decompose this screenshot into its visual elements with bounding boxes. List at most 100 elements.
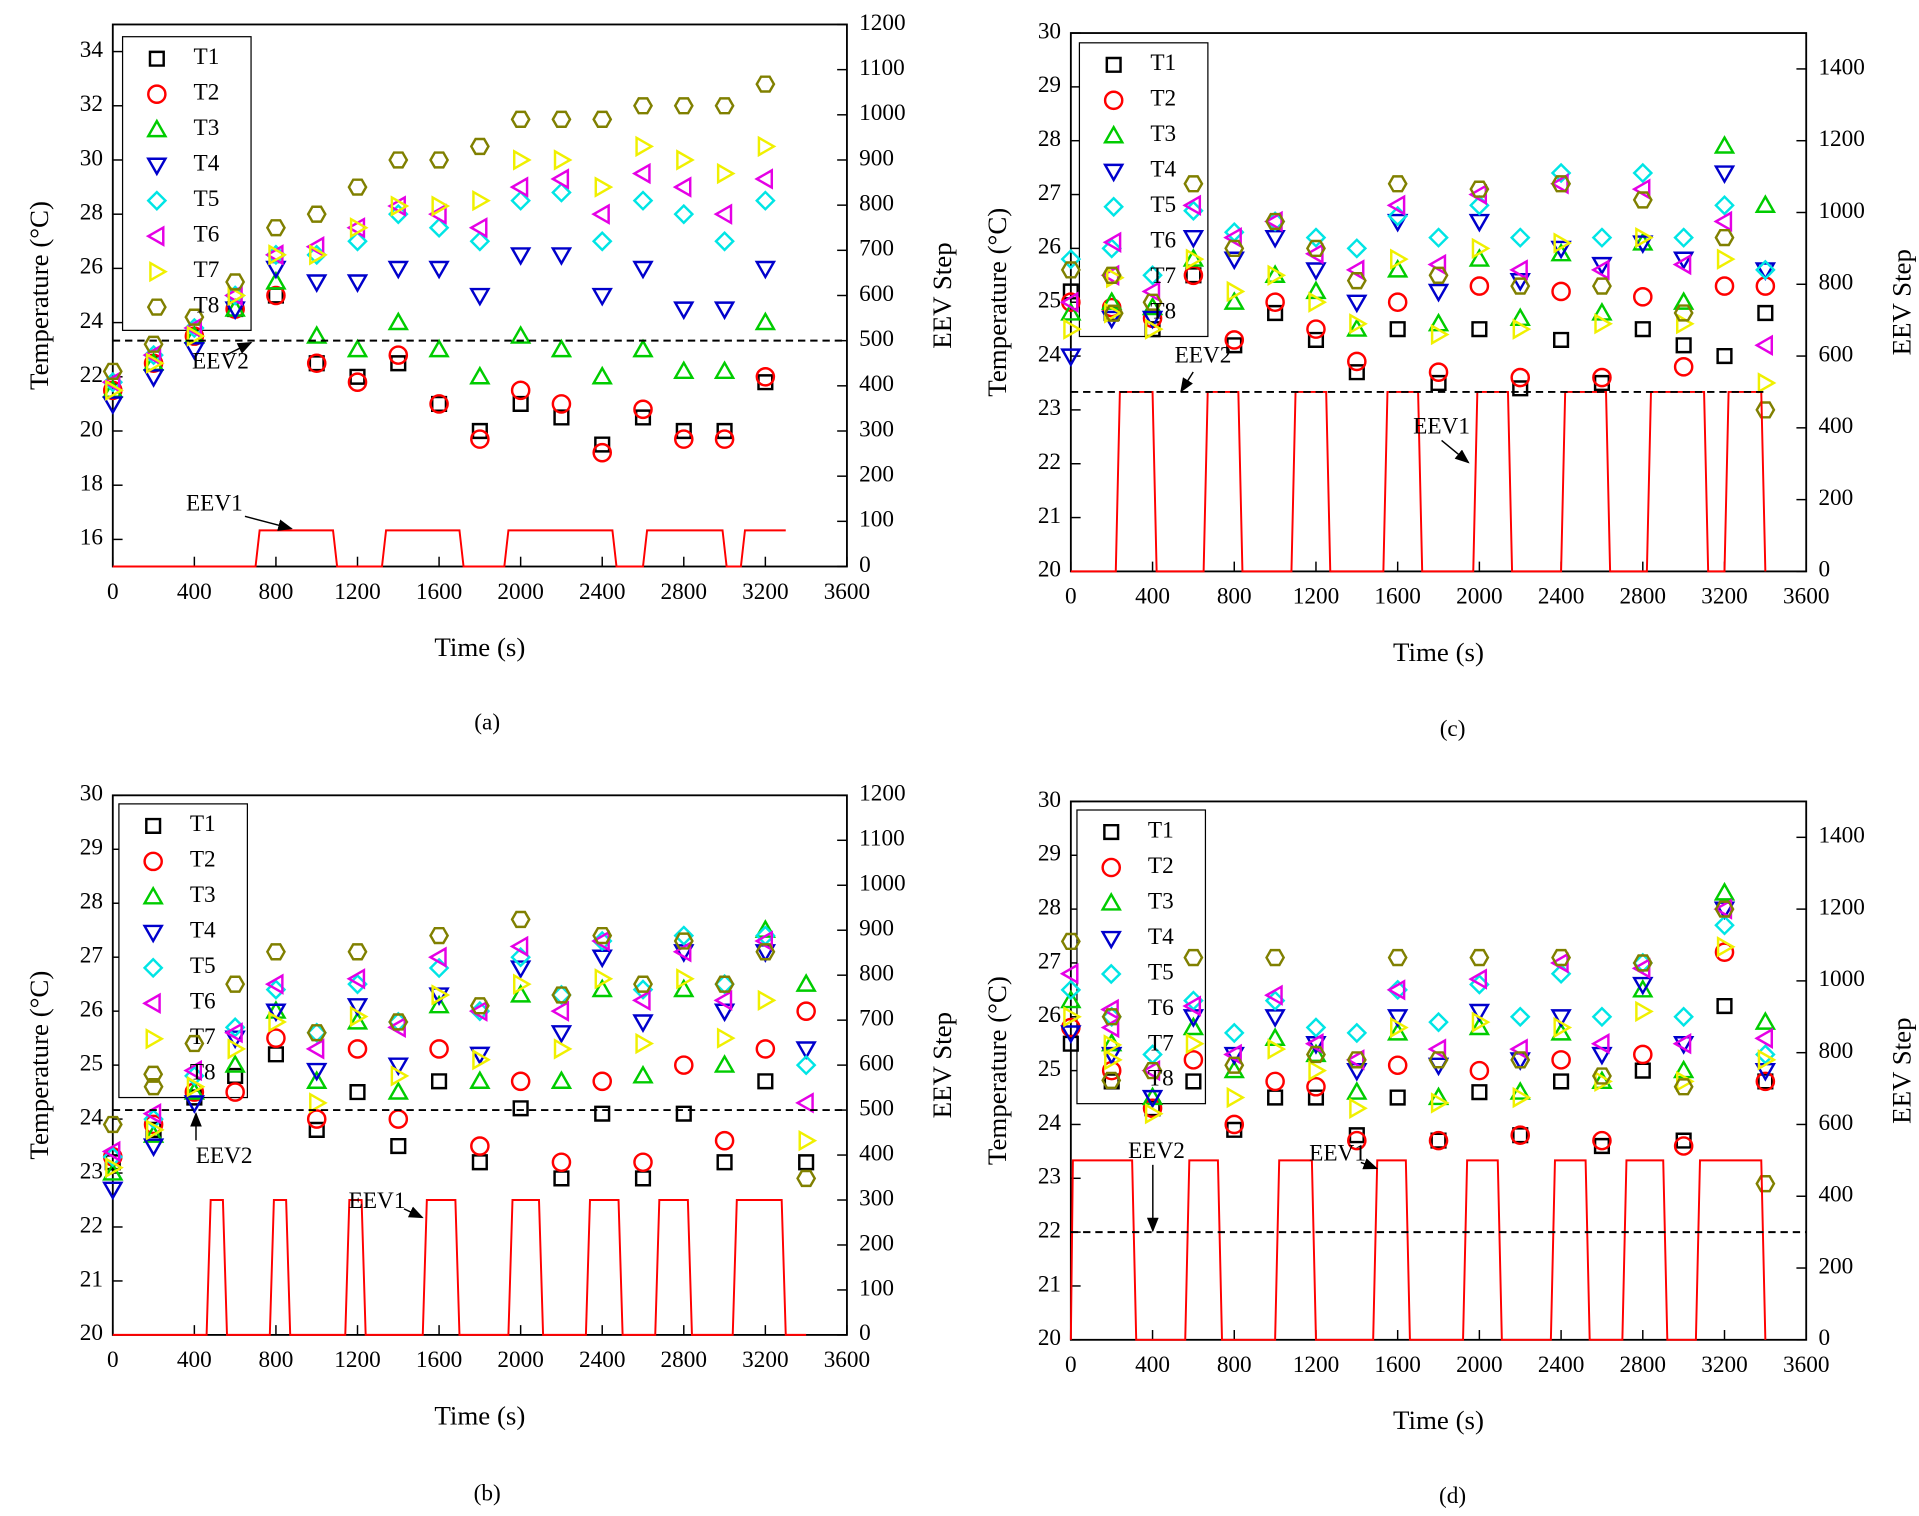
legend-marker — [1101, 857, 1122, 878]
data-point — [265, 1003, 287, 1023]
legend-marker — [142, 992, 161, 1014]
data-point — [713, 989, 733, 1012]
y-tick-label: 21 — [1038, 1271, 1061, 1297]
y-tick-label: 24 — [80, 308, 104, 334]
data-point — [225, 975, 246, 993]
data-point — [390, 195, 410, 217]
data-point — [1346, 272, 1367, 290]
data-point — [306, 1070, 328, 1089]
panel: 0 400 800 1200 1600 2000 2400 2800 3200 360020212… — [982, 787, 1916, 1509]
data-point — [798, 1129, 818, 1152]
legend-label: T2 — [1148, 853, 1174, 879]
data-point — [309, 1092, 328, 1114]
data-point — [1592, 367, 1612, 388]
data-point — [553, 149, 573, 171]
y2-tick-label: 1400 — [1818, 823, 1864, 849]
x-tick-label: 1600 — [416, 579, 462, 605]
data-point — [1387, 292, 1408, 312]
data-point — [1550, 173, 1569, 195]
data-point — [1675, 1132, 1692, 1149]
legend-label: T3 — [1150, 121, 1176, 147]
data-point — [510, 1071, 531, 1092]
x-tick-label: 2000 — [1456, 1352, 1502, 1378]
data-point — [1673, 1078, 1694, 1096]
y2-tick-label: 1000 — [859, 100, 905, 126]
data-point — [1673, 304, 1694, 322]
data-point — [1141, 1089, 1164, 1109]
legend-marker — [148, 50, 165, 67]
x-tick-label: 2000 — [497, 1347, 543, 1373]
data-point — [1185, 1073, 1202, 1090]
y-axis-label: Temperature (°C) — [982, 976, 1012, 1165]
data-point — [634, 409, 652, 426]
annotation-arrow — [226, 341, 253, 356]
legend-marker — [1102, 124, 1125, 144]
data-point — [550, 1070, 573, 1089]
data-point — [550, 338, 573, 358]
data-point — [676, 968, 695, 990]
data-point — [1141, 1059, 1161, 1082]
data-point — [469, 287, 491, 307]
data-point — [1757, 1049, 1777, 1071]
data-point — [632, 338, 654, 358]
annotation: EEV2 — [192, 349, 249, 375]
data-point — [186, 1076, 206, 1098]
panel: 0 400 800 1200 1600 2000 2400 2800 3200 360020212… — [24, 781, 957, 1507]
step-line — [112, 529, 786, 568]
data-point — [714, 97, 735, 115]
data-point — [1635, 1000, 1654, 1023]
data-point — [1590, 1033, 1610, 1055]
data-point — [1471, 237, 1491, 260]
data-point — [265, 219, 286, 237]
data-point — [264, 973, 284, 995]
data-point — [1591, 1006, 1613, 1028]
data-point — [1716, 248, 1736, 270]
data-point — [512, 973, 532, 995]
data-point — [713, 360, 736, 380]
data-point — [592, 442, 613, 463]
y2-tick-label: 200 — [859, 461, 894, 487]
data-point — [1428, 1011, 1449, 1033]
data-point — [102, 1115, 123, 1134]
data-point — [143, 1114, 164, 1135]
annotation: EEV1 — [1413, 414, 1470, 440]
legend-marker — [147, 84, 167, 104]
y2-tick-label: 600 — [859, 281, 894, 307]
caption: (b) — [474, 1481, 501, 1507]
legend-label: T1 — [1150, 50, 1176, 76]
y2-tick-label: 600 — [859, 1050, 894, 1076]
y2-tick-label: 0 — [859, 552, 871, 578]
data-point — [509, 935, 529, 958]
x-tick-label: 0 — [107, 579, 119, 605]
x-tick-label: 2400 — [579, 1347, 625, 1373]
data-point — [1305, 262, 1327, 281]
data-point — [553, 1170, 570, 1187]
data-point — [1063, 1006, 1082, 1028]
x-tick-label: 0 — [1065, 584, 1077, 610]
legend-label: T6 — [1148, 995, 1174, 1021]
y2-tick-label: 400 — [1818, 1182, 1853, 1208]
legend-label: T7 — [1150, 263, 1176, 289]
data-point — [1264, 229, 1286, 249]
data-point — [674, 429, 694, 449]
data-point — [509, 176, 529, 198]
data-point — [1512, 380, 1529, 397]
legend-label: T7 — [1148, 1030, 1174, 1056]
y-tick-label: 29 — [80, 835, 103, 861]
data-point — [102, 1162, 124, 1181]
y2-tick-label: 900 — [859, 145, 894, 171]
data-point — [186, 325, 206, 347]
data-point — [1553, 331, 1570, 348]
data-point — [267, 1046, 285, 1063]
x-tick-label: 400 — [177, 579, 212, 605]
data-point — [795, 1054, 817, 1076]
data-point — [388, 1013, 409, 1031]
data-point — [1267, 304, 1284, 322]
y2-tick-label: 300 — [859, 416, 894, 442]
data-point — [387, 260, 409, 280]
data-point — [265, 270, 287, 290]
y2-tick-label: 100 — [859, 507, 894, 533]
data-point — [1634, 1062, 1651, 1079]
data-point — [1672, 251, 1695, 271]
data-point — [308, 355, 325, 372]
